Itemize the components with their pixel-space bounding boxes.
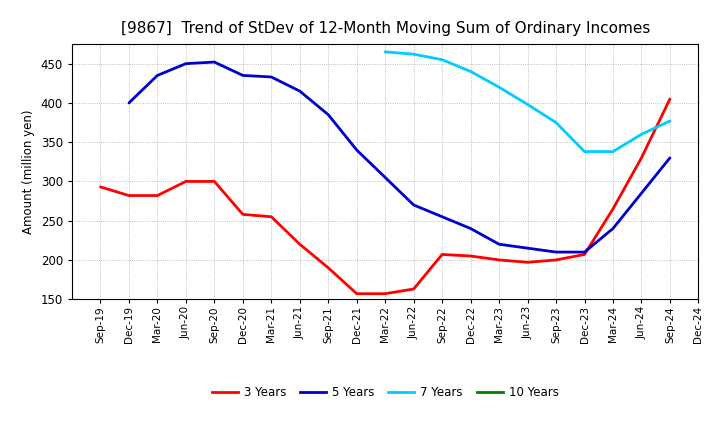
5 Years	[295, 88, 304, 94]
Y-axis label: Amount (million yen): Amount (million yen)	[22, 110, 35, 234]
3 Years	[153, 193, 162, 198]
3 Years	[410, 286, 418, 292]
Line: 3 Years: 3 Years	[101, 99, 670, 294]
5 Years	[352, 147, 361, 153]
5 Years	[552, 249, 560, 255]
3 Years	[495, 257, 503, 263]
5 Years	[665, 155, 674, 161]
5 Years	[381, 175, 390, 180]
5 Years	[324, 112, 333, 117]
7 Years	[608, 149, 617, 154]
7 Years	[381, 49, 390, 55]
5 Years	[125, 100, 133, 106]
3 Years	[210, 179, 219, 184]
3 Years	[96, 184, 105, 190]
Line: 7 Years: 7 Years	[385, 52, 670, 151]
3 Years	[580, 252, 589, 257]
3 Years	[552, 257, 560, 263]
3 Years	[324, 265, 333, 271]
3 Years	[608, 206, 617, 212]
3 Years	[381, 291, 390, 297]
7 Years	[438, 57, 446, 62]
3 Years	[467, 253, 475, 259]
3 Years	[352, 291, 361, 297]
5 Years	[637, 191, 646, 196]
7 Years	[410, 51, 418, 57]
3 Years	[637, 155, 646, 161]
3 Years	[267, 214, 276, 220]
7 Years	[523, 102, 532, 107]
5 Years	[523, 246, 532, 251]
3 Years	[125, 193, 133, 198]
5 Years	[467, 226, 475, 231]
5 Years	[153, 73, 162, 78]
Title: [9867]  Trend of StDev of 12-Month Moving Sum of Ordinary Incomes: [9867] Trend of StDev of 12-Month Moving…	[120, 21, 650, 36]
7 Years	[665, 118, 674, 124]
5 Years	[238, 73, 247, 78]
7 Years	[552, 120, 560, 125]
5 Years	[495, 242, 503, 247]
3 Years	[295, 242, 304, 247]
3 Years	[438, 252, 446, 257]
5 Years	[438, 214, 446, 220]
7 Years	[637, 132, 646, 137]
7 Years	[495, 84, 503, 90]
5 Years	[580, 249, 589, 255]
Legend: 3 Years, 5 Years, 7 Years, 10 Years: 3 Years, 5 Years, 7 Years, 10 Years	[207, 381, 564, 404]
3 Years	[238, 212, 247, 217]
5 Years	[181, 61, 190, 66]
Line: 5 Years: 5 Years	[129, 62, 670, 252]
3 Years	[665, 96, 674, 102]
3 Years	[181, 179, 190, 184]
5 Years	[267, 74, 276, 80]
7 Years	[580, 149, 589, 154]
3 Years	[523, 260, 532, 265]
7 Years	[467, 69, 475, 74]
5 Years	[608, 226, 617, 231]
5 Years	[410, 202, 418, 208]
5 Years	[210, 59, 219, 65]
